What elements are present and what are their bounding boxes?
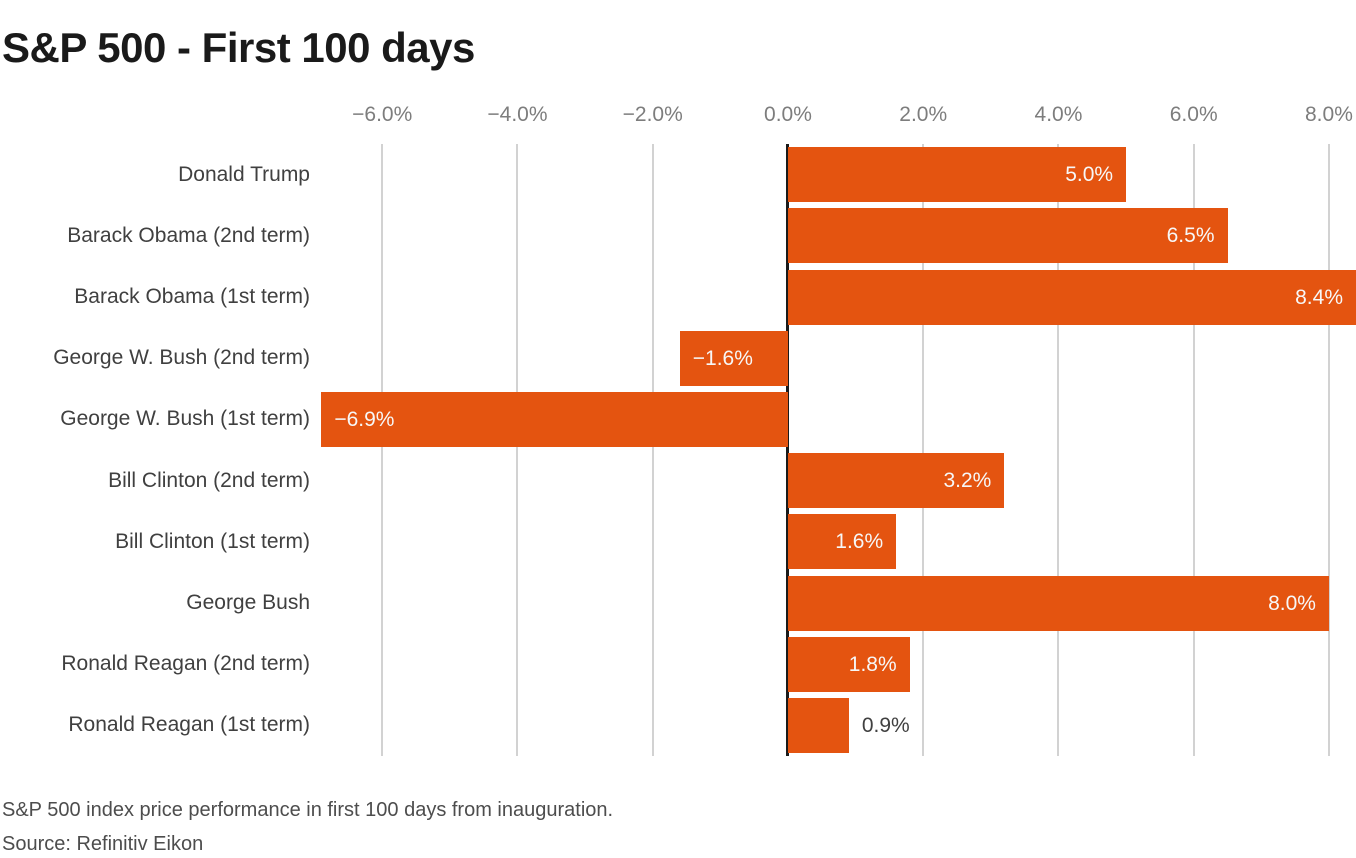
value-label: 1.6%: [835, 530, 884, 554]
value-label: 1.8%: [848, 652, 897, 676]
category-label: George W. Bush (1st term): [60, 407, 310, 431]
bar: [787, 697, 849, 753]
bar: [787, 636, 910, 692]
category-label: Barack Obama (2nd term): [67, 223, 310, 247]
gridline: [381, 144, 384, 756]
value-label: −6.9%: [334, 407, 395, 431]
category-label: George Bush: [186, 590, 310, 614]
x-axis-tick-label: 6.0%: [1169, 103, 1218, 126]
x-axis-tick-label: −6.0%: [352, 103, 413, 126]
value-label: 8.4%: [1295, 285, 1343, 309]
bar: [787, 269, 1356, 325]
bar: [787, 147, 1127, 203]
gridline: [651, 144, 654, 756]
value-label: −1.6%: [692, 346, 753, 370]
x-axis-tick-label: −2.0%: [622, 103, 683, 126]
category-label: Bill Clinton (1st term): [115, 529, 310, 553]
bar: [321, 391, 788, 447]
x-axis-tick-label: 8.0%: [1305, 103, 1353, 126]
bar: [787, 208, 1228, 264]
value-label: 0.9%: [861, 713, 910, 737]
category-label: George W. Bush (2nd term): [53, 346, 310, 370]
category-label: Ronald Reagan (1st term): [68, 713, 310, 737]
x-axis-tick-label: −4.0%: [487, 103, 548, 126]
chart-title: S&P 500 - First 100 days: [2, 24, 475, 71]
gridline: [1057, 144, 1060, 756]
category-label: Barack Obama (1st term): [74, 284, 310, 308]
category-label: Donald Trump: [178, 162, 310, 186]
value-label: 8.0%: [1268, 591, 1316, 615]
bar: [679, 330, 788, 386]
x-axis-tick-label: 4.0%: [1034, 103, 1083, 126]
value-label: 6.5%: [1166, 224, 1215, 248]
bar: [787, 453, 1005, 509]
value-label: 3.2%: [943, 469, 992, 493]
gridline: [516, 144, 519, 756]
category-label: Ronald Reagan (2nd term): [61, 652, 310, 676]
bar: [787, 514, 897, 570]
chart-description: S&P 500 index price performance in first…: [2, 799, 614, 821]
bar: [787, 575, 1329, 631]
value-label: 5.0%: [1065, 163, 1114, 187]
x-axis-tick-label: 0.0%: [764, 103, 812, 126]
category-label: Bill Clinton (2nd term): [108, 468, 310, 492]
gridline: [1192, 144, 1195, 756]
zero-baseline: [786, 144, 790, 756]
x-axis-tick-label: 2.0%: [899, 103, 948, 126]
chart-source: Source: Refinitiv Eikon: [2, 833, 204, 855]
gridline: [922, 144, 925, 756]
gridline: [1327, 144, 1330, 756]
